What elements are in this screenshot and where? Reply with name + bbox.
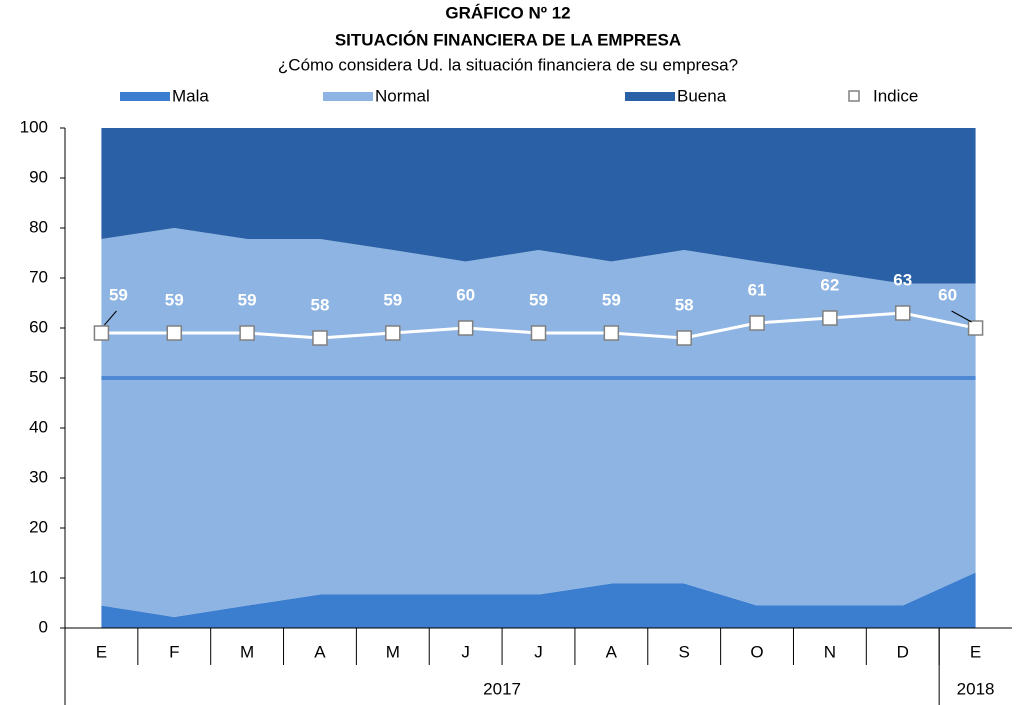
legend-swatch [625,92,675,101]
x-group-label: 2018 [957,679,995,698]
index-marker [166,325,183,341]
legend-label: Normal [375,86,430,105]
index-marker [385,325,401,341]
x-tick-label: D [897,642,909,661]
index-marker [457,320,474,336]
value-label: 59 [238,290,257,309]
legend-marker [848,90,860,102]
index-marker [894,305,911,321]
leader-line [104,310,117,326]
index-marker [93,325,110,341]
y-tick-label: 50 [29,367,48,386]
y-tick-label: 20 [29,517,48,536]
value-label: 59 [165,290,184,309]
x-tick-label: N [824,642,836,661]
legend-swatch [120,92,170,101]
chart-question: ¿Cómo considera Ud. la situación financi… [278,55,738,74]
value-label: 62 [820,275,839,294]
y-tick-label: 70 [29,267,48,286]
leader-line [951,310,972,323]
value-label: 59 [383,290,402,309]
area [101,128,976,284]
y-tick-label: 0 [39,617,48,636]
value-label: 60 [938,285,957,304]
value-label: 59 [602,290,621,309]
x-tick-label: E [970,642,981,661]
x-tick-label: A [314,642,326,661]
value-label: 58 [675,295,694,314]
y-tick-label: 10 [29,567,48,586]
index-marker [822,310,838,326]
chart-subtitle: SITUACIÓN FINANCIERA DE LA EMPRESA [335,30,681,49]
y-tick-label: 90 [29,167,48,186]
index-marker [676,330,692,346]
value-label: 60 [456,285,475,304]
legend-label: Mala [172,86,209,105]
legend-swatch [323,92,373,101]
x-tick-label: A [606,642,618,661]
area [101,228,976,617]
y-tick-label: 30 [29,467,48,486]
x-tick-label: S [679,642,690,661]
legend-label: Buena [677,86,727,105]
value-label: 58 [311,295,330,314]
x-group-label: 2017 [483,679,521,698]
x-tick-label: F [169,642,179,661]
area [101,572,976,628]
y-tick-label: 100 [20,117,48,136]
value-label: 59 [109,285,128,304]
index-marker [967,320,984,336]
value-label: 59 [529,290,548,309]
x-tick-label: M [386,642,400,661]
index-marker [312,330,328,346]
x-tick-label: J [534,642,543,661]
x-tick-label: J [461,642,470,661]
index-marker [603,325,620,341]
y-tick-label: 80 [29,217,48,236]
x-tick-label: O [750,642,763,661]
value-label: 63 [893,270,912,289]
index-marker [239,325,255,341]
chart-title: GRÁFICO Nº 12 [445,3,570,22]
y-tick-label: 60 [29,317,48,336]
x-tick-label: M [240,642,254,661]
y-tick-label: 40 [29,417,48,436]
index-marker [749,315,765,331]
x-tick-label: E [96,642,107,661]
legend-label: Indice [873,86,918,105]
index-marker [530,325,547,341]
value-label: 61 [748,280,767,299]
